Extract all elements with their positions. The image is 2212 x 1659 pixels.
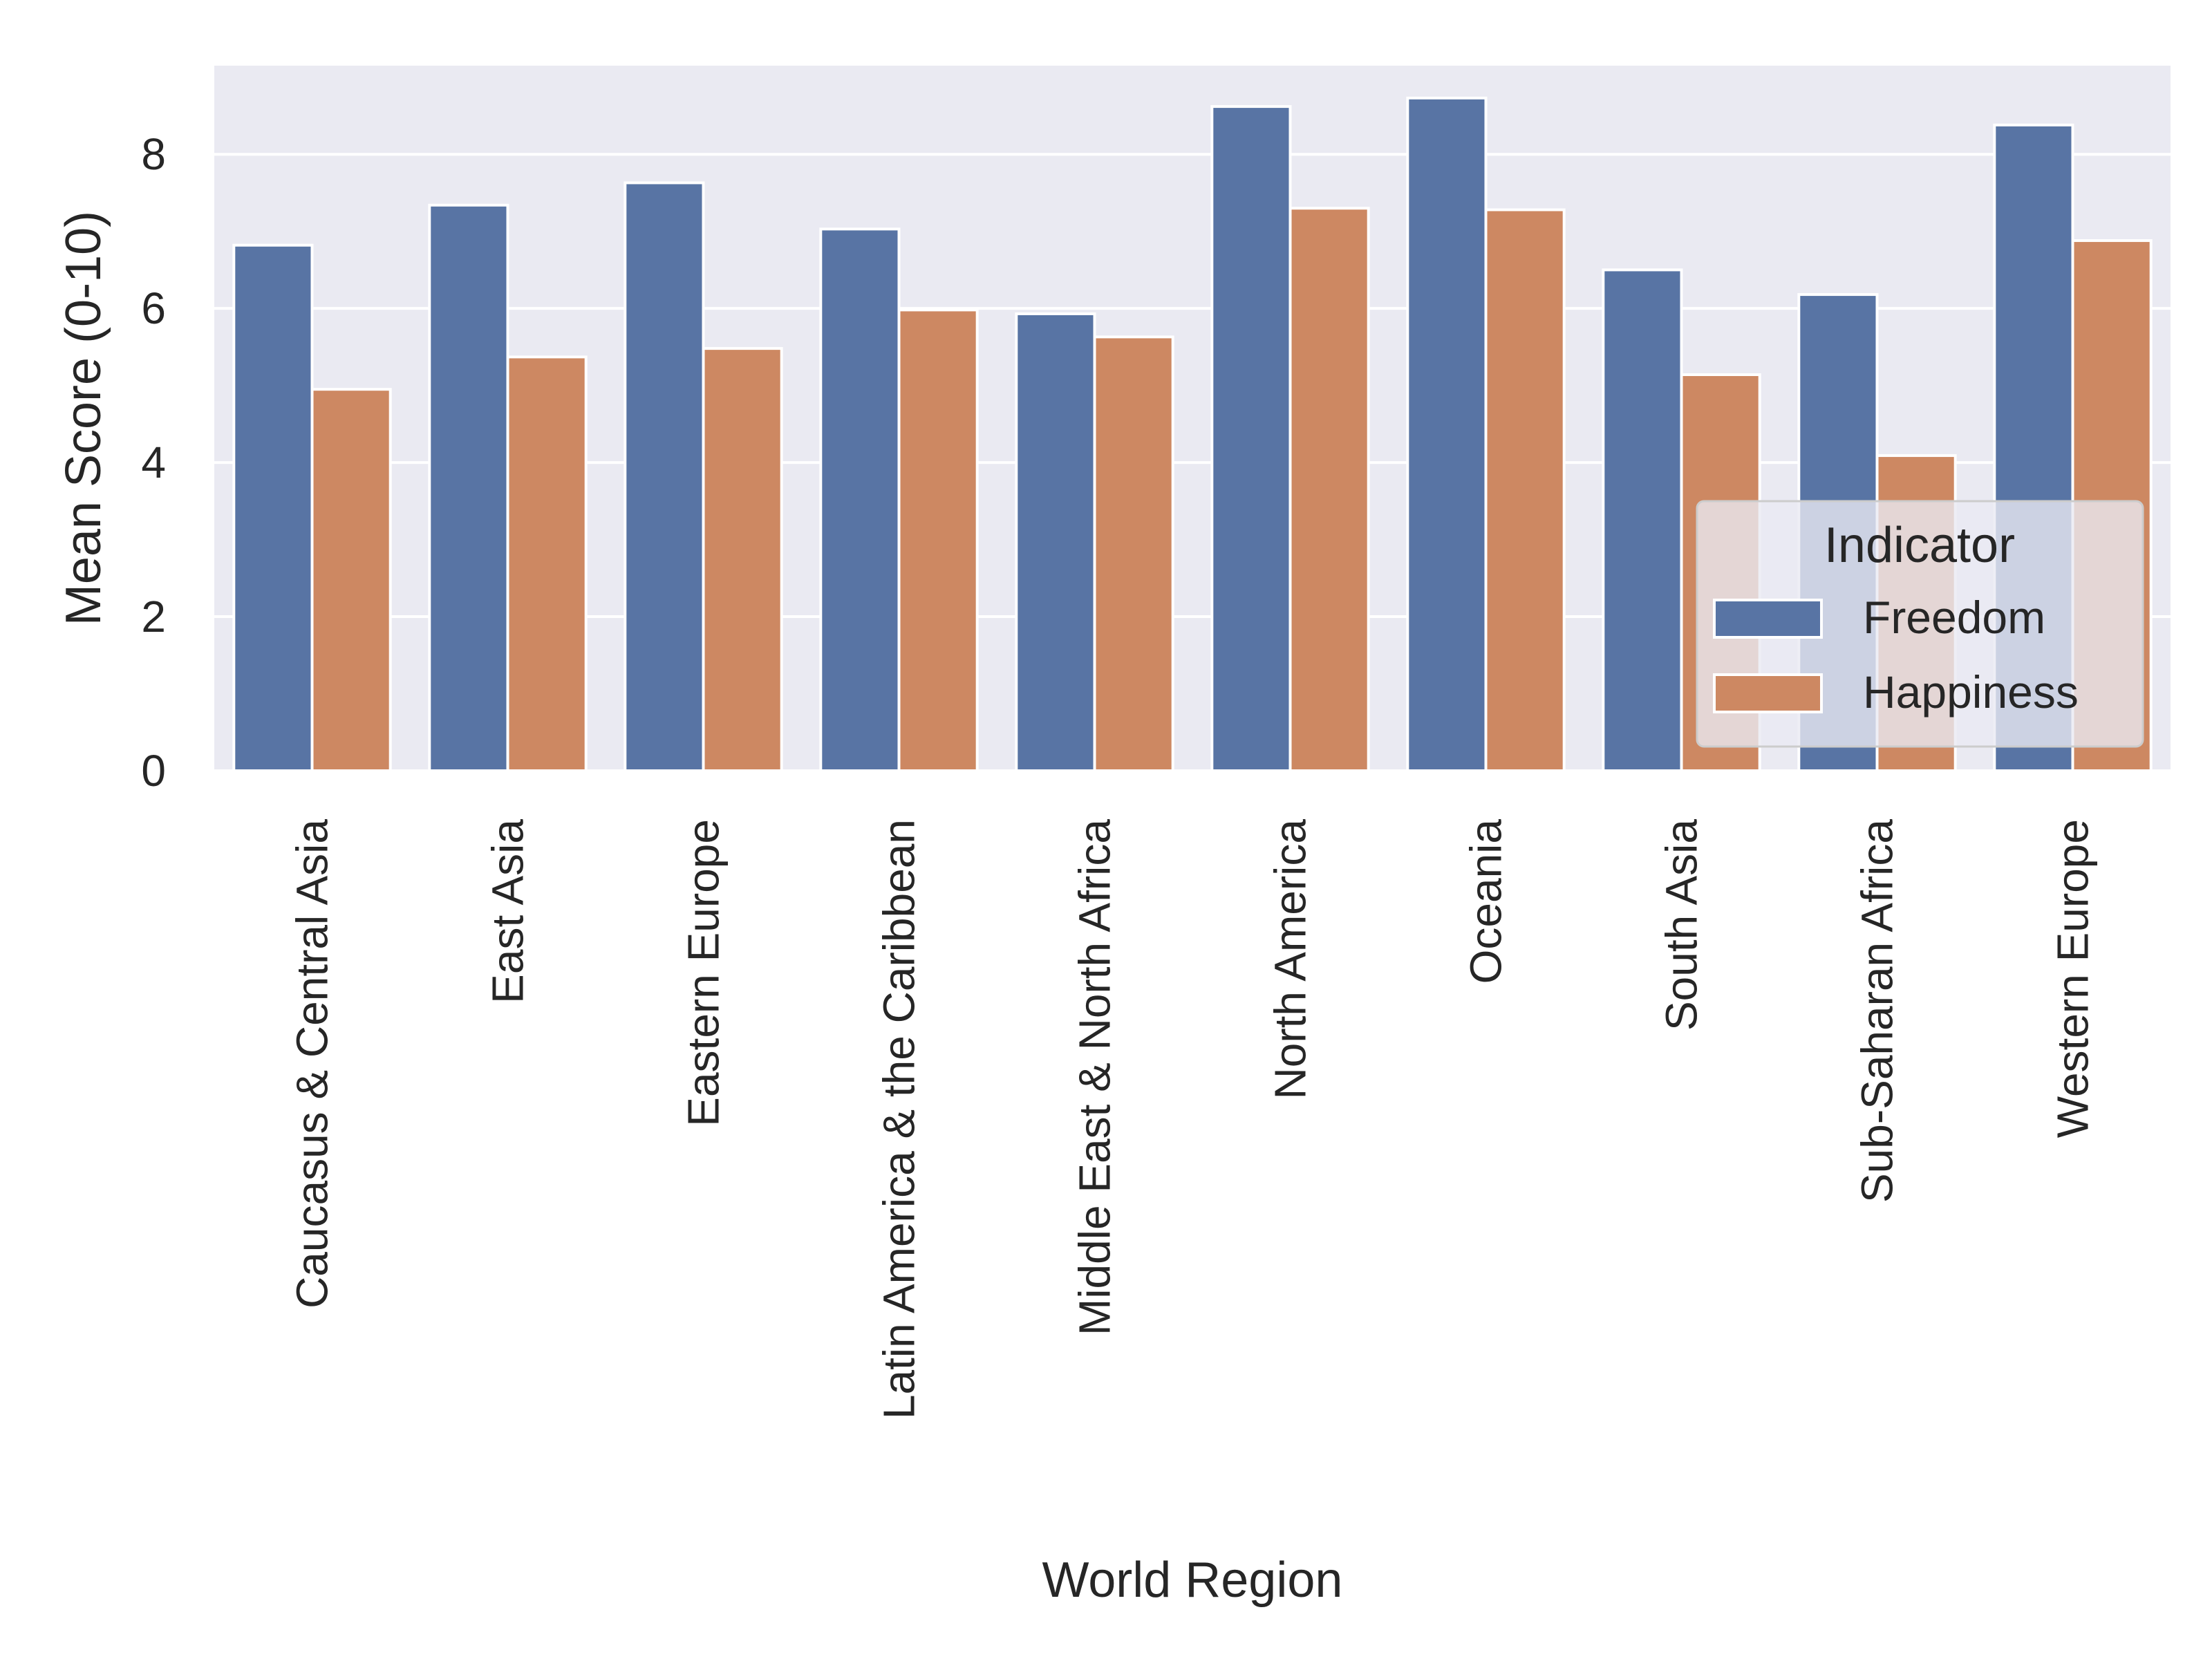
y-axis-ticks: 0 2 4 6 8 — [141, 129, 166, 796]
legend-label-freedom: Freedom — [1863, 592, 2045, 643]
bar-happiness-1 — [506, 355, 588, 772]
y-tick-label: 6 — [141, 283, 166, 333]
bar-freedom-5 — [1210, 105, 1292, 772]
y-axis-label: Mean Score (0-10) — [56, 211, 111, 626]
bar-freedom-0 — [232, 243, 314, 772]
bar-freedom-2 — [624, 181, 705, 772]
bar-happiness-6 — [1484, 208, 1566, 772]
bar-happiness-2 — [702, 347, 783, 772]
bar-happiness-5 — [1288, 207, 1370, 773]
x-axis-ticks: Caucasus & Central Asia East Asia Eastern … — [288, 819, 2098, 1419]
bar-freedom-7 — [1602, 268, 1683, 772]
legend-title: Indicator — [1824, 518, 2015, 573]
bar-freedom-1 — [428, 203, 509, 772]
y-tick-label: 2 — [141, 592, 166, 641]
x-tick-label: Oceania — [1461, 819, 1511, 984]
x-tick-label: Western Europe — [2048, 819, 2098, 1138]
x-tick-label: Eastern Europe — [679, 819, 729, 1127]
bar-freedom-3 — [819, 227, 901, 772]
x-tick-label: Caucasus & Central Asia — [288, 819, 337, 1309]
y-tick-label: 0 — [141, 746, 166, 796]
bar-happiness-0 — [310, 388, 392, 772]
x-tick-label: East Asia — [483, 819, 533, 1004]
x-tick-label: South Asia — [1657, 819, 1707, 1031]
bar-freedom-6 — [1406, 96, 1488, 772]
legend: Indicator Freedom Happiness — [1696, 500, 2144, 748]
x-tick-label: Sub-Saharan Africa — [1853, 819, 1902, 1203]
bar-freedom-4 — [1015, 312, 1096, 772]
y-tick-label: 4 — [141, 438, 166, 487]
legend-label-happiness: Happiness — [1863, 666, 2079, 718]
bar-happiness-3 — [897, 308, 979, 772]
x-tick-label: Middle East & North Africa — [1070, 819, 1120, 1335]
legend-swatch-freedom — [1713, 599, 1823, 639]
x-axis-label: World Region — [1042, 1553, 1343, 1608]
bar-happiness-4 — [1093, 335, 1174, 772]
x-tick-label: Latin America & the Caribbean — [874, 819, 924, 1419]
y-tick-label: 8 — [141, 129, 166, 179]
legend-entries: Freedom Happiness — [1713, 592, 2079, 718]
x-tick-label: North America — [1266, 819, 1315, 1100]
legend-swatch-happiness — [1713, 673, 1823, 713]
